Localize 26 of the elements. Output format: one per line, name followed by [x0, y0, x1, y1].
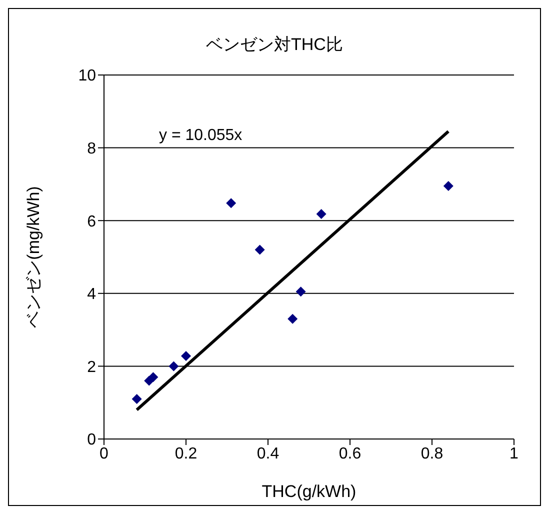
chart-title: ベンゼン対THC比 [205, 34, 344, 56]
x-tick-label: 0.2 [174, 445, 198, 462]
x-tick-label: 0.6 [338, 445, 362, 462]
y-axis-title: ベンゼン(mg/kWh) [24, 186, 44, 328]
y-tick-label: 2 [87, 358, 96, 376]
point [168, 361, 179, 372]
point [316, 209, 326, 220]
point [288, 314, 298, 324]
x-axis-title: THC(g/kWh) [262, 482, 356, 501]
y-tick-label: 6 [87, 213, 96, 230]
x-tick-label: 0.4 [256, 445, 280, 462]
point [226, 198, 236, 208]
x-tick-label: 0.8 [420, 445, 444, 462]
point [181, 351, 191, 362]
point [296, 286, 306, 297]
x-tick-label: 1 [510, 445, 519, 462]
y-tick-label: 4 [87, 286, 96, 304]
point [443, 181, 454, 192]
point [254, 244, 265, 255]
point [148, 372, 158, 382]
annotation: y = 10.055x [159, 127, 242, 145]
y-tick-label: 0 [87, 432, 96, 449]
y-tick-label: 10 [78, 68, 96, 85]
x-tick-label: 0 [100, 445, 109, 462]
point [132, 394, 142, 404]
y-tick-label: 8 [87, 140, 96, 158]
